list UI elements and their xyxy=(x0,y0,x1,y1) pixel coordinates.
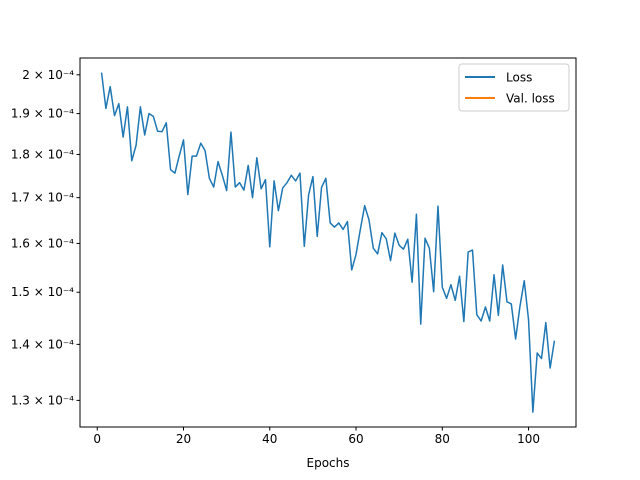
y-tick-label: 1.9 × 10⁻⁴ xyxy=(11,107,74,121)
x-tick-label: 20 xyxy=(176,432,191,446)
axis-ticks: 0 20 40 60 80 100 1.3 × 10⁻⁴ 1.4 × 10⁻⁴ 1.5 × 10… xyxy=(11,68,540,446)
legend: Loss Val. loss xyxy=(458,63,570,112)
y-tick-label: 1.4 × 10⁻⁴ xyxy=(11,337,74,351)
x-axis-label: Epochs xyxy=(307,456,350,470)
series-line-0 xyxy=(100,72,556,413)
y-tick-label: 1.3 × 10⁻⁴ xyxy=(11,393,74,407)
x-tick-label: 40 xyxy=(262,432,277,446)
x-tick-label: 100 xyxy=(517,432,540,446)
plot-area xyxy=(100,72,556,413)
y-tick-label: 2 × 10⁻⁴ xyxy=(22,68,74,82)
legend-label-val-loss: Val. loss xyxy=(506,92,555,106)
legend-box xyxy=(458,63,570,112)
y-tick-label: 1.7 × 10⁻⁴ xyxy=(11,191,74,205)
y-tick-label: 1.8 × 10⁻⁴ xyxy=(11,147,74,161)
x-tick-label: 0 xyxy=(93,432,101,446)
y-tick-label: 1.6 × 10⁻⁴ xyxy=(11,236,74,250)
y-tick-label: 1.5 × 10⁻⁴ xyxy=(11,285,74,299)
legend-label-loss: Loss xyxy=(506,71,532,85)
axes-frame xyxy=(79,57,577,428)
x-tick-label: 80 xyxy=(435,432,450,446)
x-tick-label: 60 xyxy=(348,432,363,446)
